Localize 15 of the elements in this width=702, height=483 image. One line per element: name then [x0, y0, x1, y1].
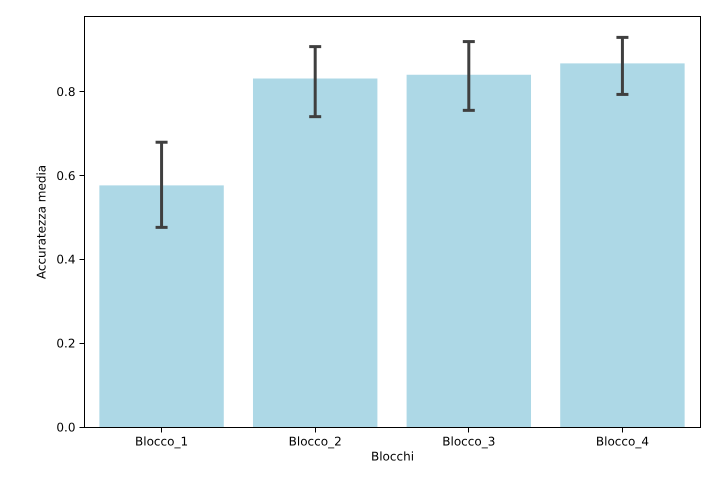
y-tick-label: 0.8 — [56, 84, 76, 99]
y-tick-label: 0.2 — [56, 336, 76, 351]
x-tick-label: Blocco_3 — [442, 434, 496, 448]
x-tick-label: Blocco_1 — [135, 434, 188, 448]
x-tick-label: Blocco_4 — [596, 434, 649, 448]
x-tick-label: Blocco_2 — [288, 434, 342, 448]
y-axis-title: Accuratezza media — [34, 164, 48, 280]
y-tick-label: 0.6 — [56, 168, 76, 183]
x-axis-title: Blocchi — [370, 450, 414, 464]
bar — [252, 78, 378, 427]
bar — [560, 63, 685, 427]
y-tick-label: 0.4 — [56, 252, 76, 267]
y-tick-label: 0.0 — [56, 420, 76, 434]
bar — [406, 74, 532, 427]
bar — [99, 185, 224, 427]
